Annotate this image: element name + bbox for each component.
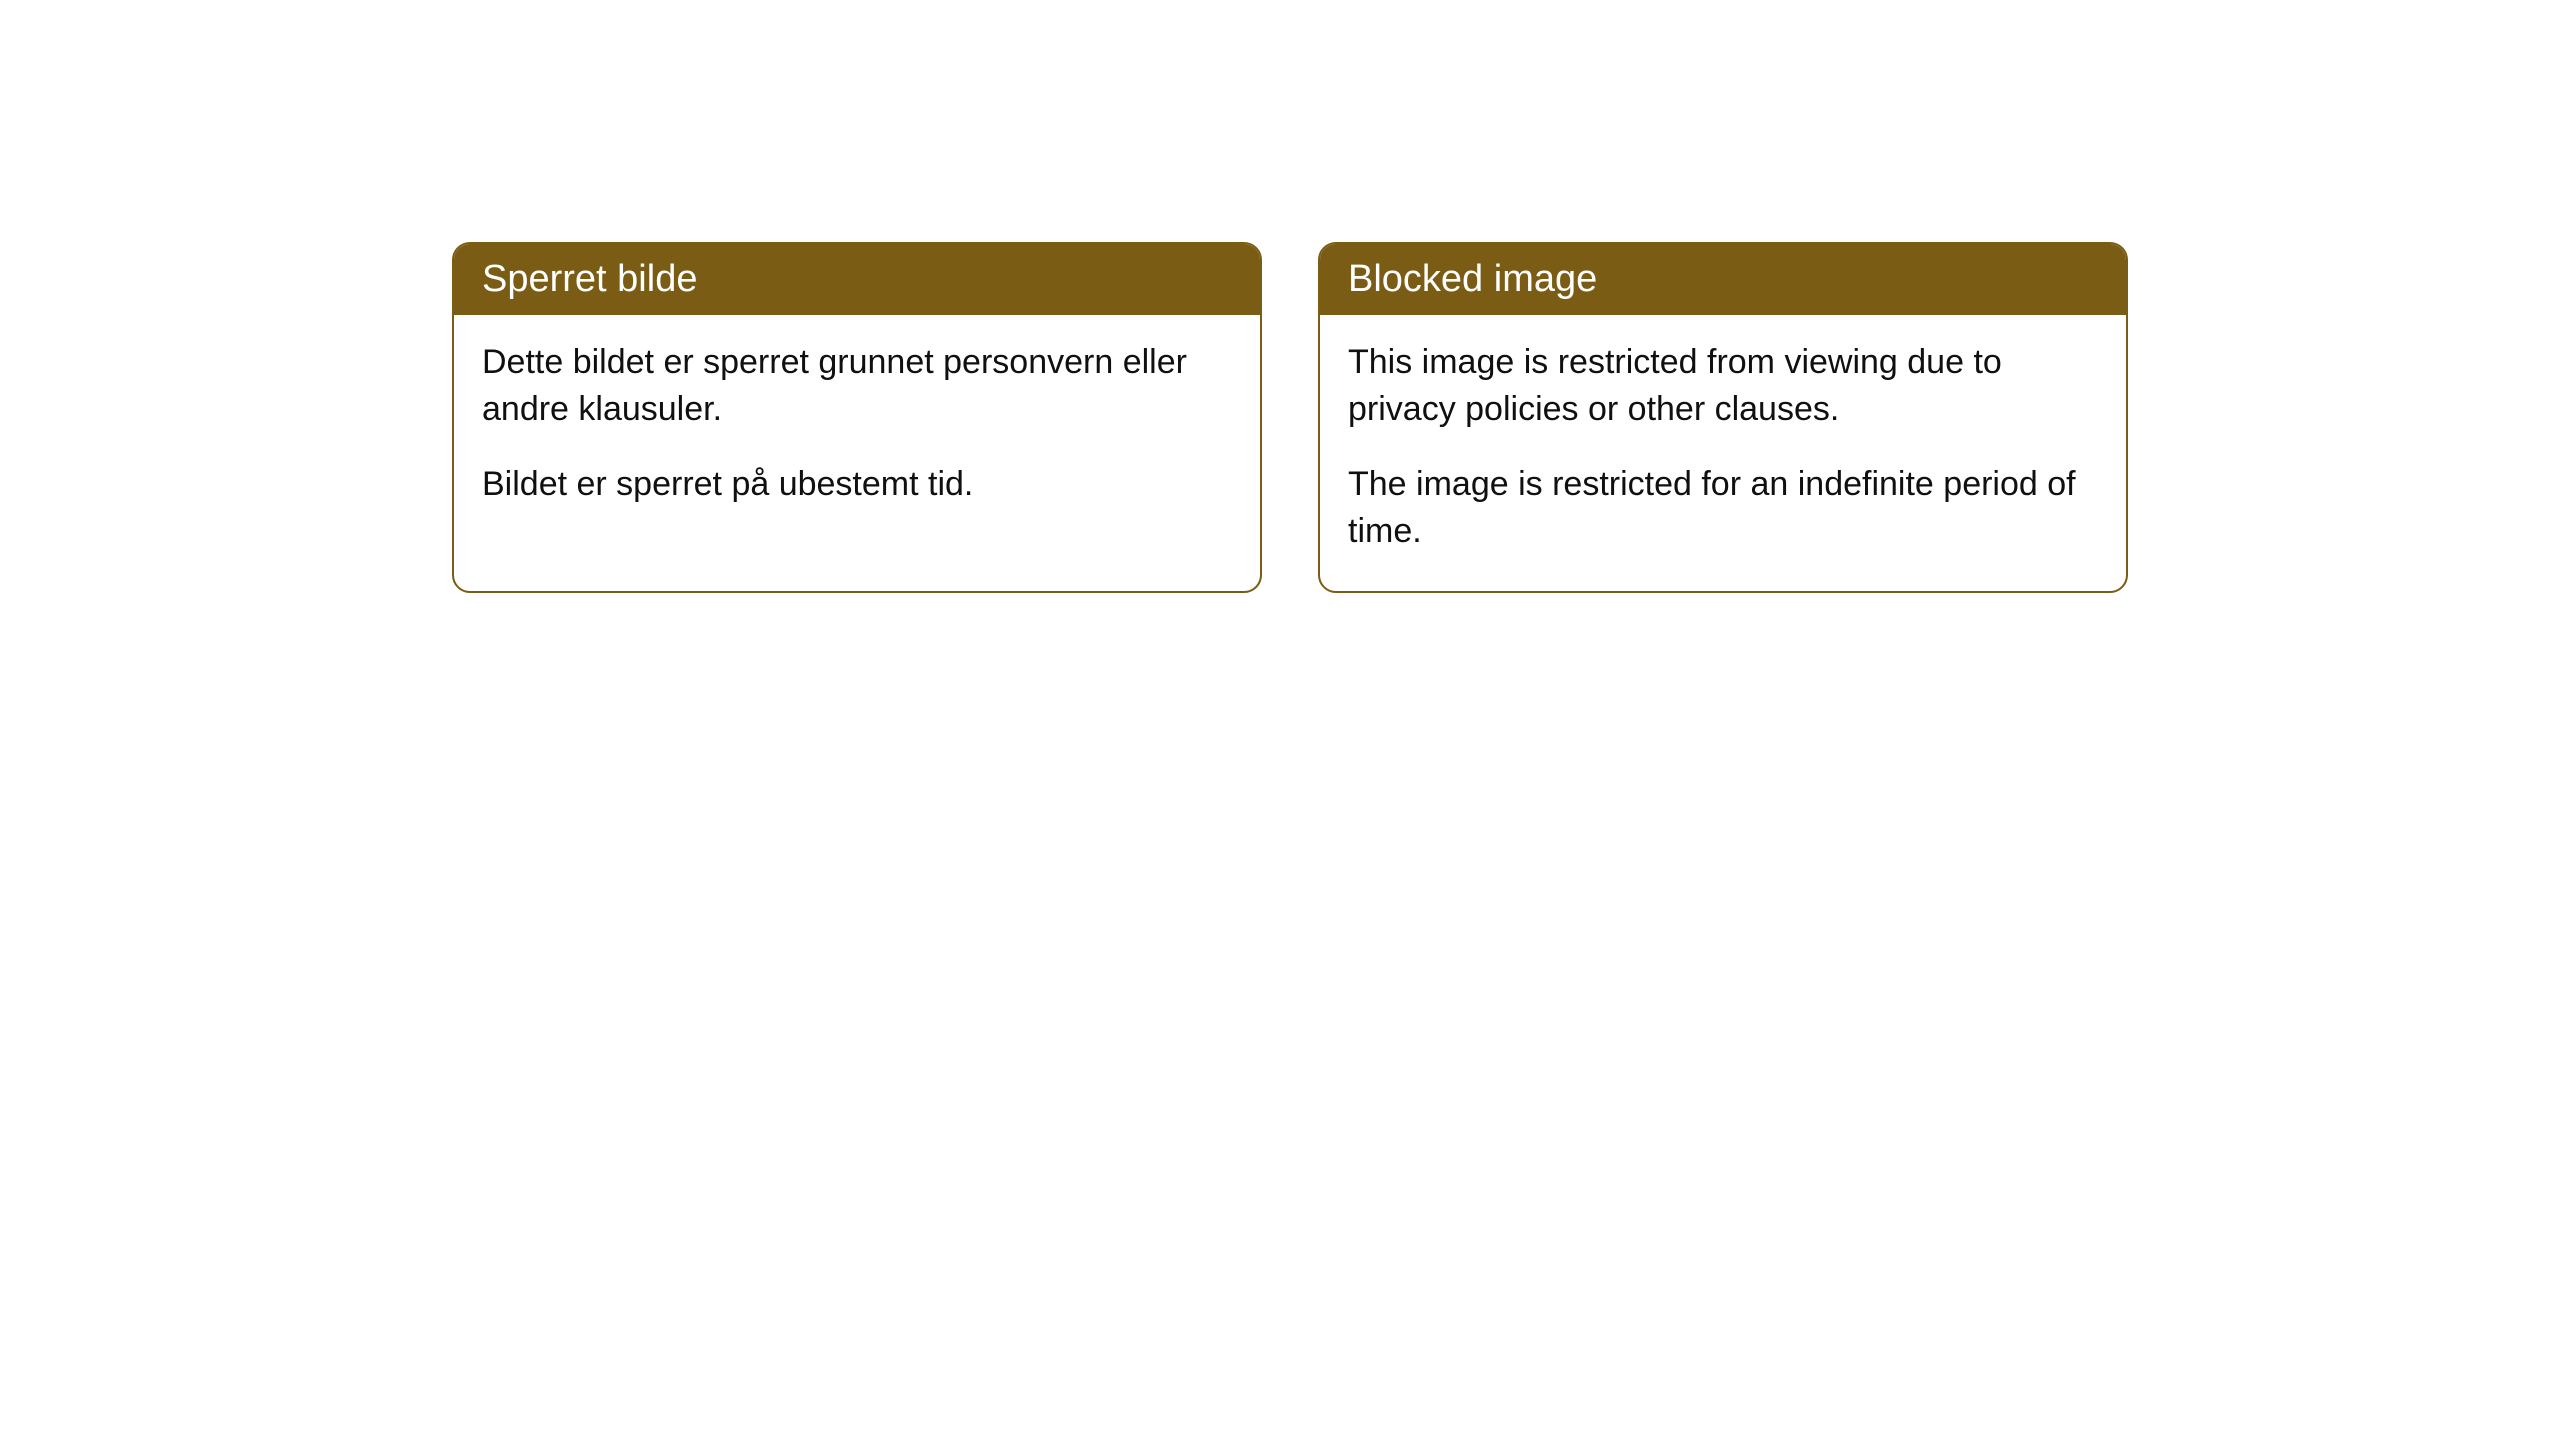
card-body: Dette bildet er sperret grunnet personve… <box>454 315 1260 544</box>
card-paragraph: This image is restricted from viewing du… <box>1348 339 2098 433</box>
card-header: Sperret bilde <box>454 244 1260 315</box>
card-header: Blocked image <box>1320 244 2126 315</box>
card-body: This image is restricted from viewing du… <box>1320 315 2126 591</box>
card-paragraph: Dette bildet er sperret grunnet personve… <box>482 339 1232 433</box>
card-paragraph: Bildet er sperret på ubestemt tid. <box>482 461 1232 508</box>
card-norwegian: Sperret bilde Dette bildet er sperret gr… <box>452 242 1262 593</box>
card-english: Blocked image This image is restricted f… <box>1318 242 2128 593</box>
cards-container: Sperret bilde Dette bildet er sperret gr… <box>452 242 2128 593</box>
card-paragraph: The image is restricted for an indefinit… <box>1348 461 2098 555</box>
